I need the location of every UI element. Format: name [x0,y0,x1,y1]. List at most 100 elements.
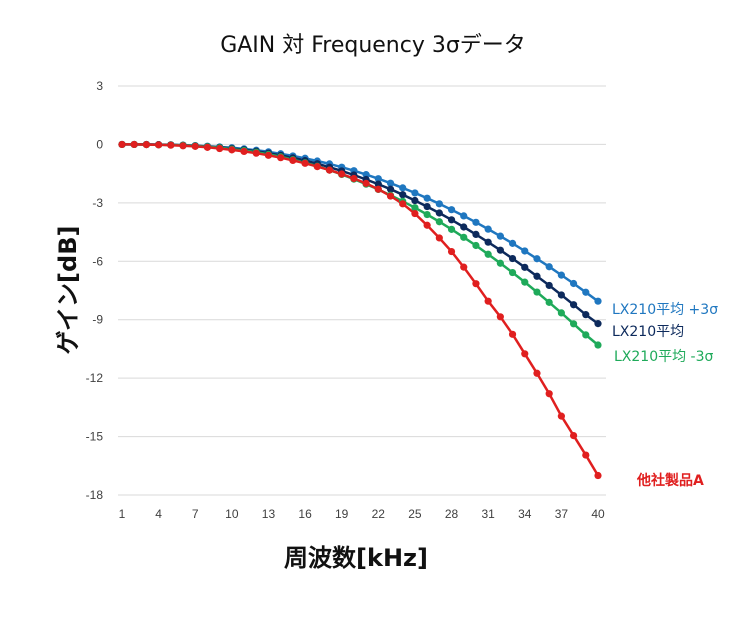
x-tick-label: 25 [408,507,422,521]
data-point-plus3sigma [496,232,504,240]
data-point-competitor-a [240,147,248,156]
data-point-competitor-a [386,192,395,200]
x-tick-label: 34 [518,507,532,521]
data-point-competitor-a [130,140,138,149]
data-point-minus3sigma [472,241,480,250]
data-point-competitor-a [594,471,602,480]
data-point-minus3sigma [508,268,517,277]
x-tick-label: 28 [445,507,459,521]
data-point-minus3sigma [435,218,443,226]
legend-label-competitor-a: 他社製品A [636,472,704,489]
x-tick-label: 1 [119,507,126,521]
data-point-competitor-a [277,154,285,162]
y-axis-title: ゲイン[dB] [54,226,82,355]
data-point-competitor-a [338,170,346,178]
data-point-plus3sigma [472,218,480,226]
y-tick-label: -15 [86,430,104,444]
data-point-competitor-a [460,263,468,271]
data-point-competitor-a [142,141,151,149]
data-point-competitor-a [179,142,187,150]
data-point-plus3sigma [594,297,602,305]
data-point-average [594,320,602,328]
data-point-average [533,272,541,280]
data-point-plus3sigma [569,279,578,288]
data-point-average [582,311,590,319]
data-point-competitor-a [423,221,431,229]
data-point-competitor-a [252,149,260,157]
y-tick-label: -3 [92,196,103,210]
data-point-plus3sigma [533,255,541,263]
grid-lines [118,85,606,496]
data-point-competitor-a [155,141,163,149]
data-point-minus3sigma [496,259,504,267]
data-point-average [411,196,419,205]
data-point-competitor-a [264,151,273,159]
data-point-plus3sigma [557,271,565,279]
y-tick-label: -6 [92,254,103,268]
series-line-minus3sigma [122,143,599,346]
data-point-competitor-a [216,144,224,153]
data-point-average [374,180,382,188]
data-point-competitor-a [289,156,297,164]
y-axis-ticks: 3 0 -3 -6 -9 -12 -15 -18 [86,79,104,502]
data-point-minus3sigma [411,204,419,212]
series-line-average [122,143,599,325]
data-point-competitor-a [521,350,529,358]
series-lines [122,143,600,477]
data-point-competitor-a [484,297,492,305]
data-point-average [569,301,578,309]
data-point-plus3sigma [484,225,492,233]
y-tick-label: -12 [86,371,104,385]
legend-label-minus3sigma: LX210平均 -3σ [614,349,714,365]
y-tick-label: 0 [96,137,103,151]
data-point-minus3sigma [447,225,456,233]
data-point-competitor-a [313,163,321,171]
chart-title: GAIN 対 Frequency 3σデータ [220,33,526,58]
series-points [118,140,602,480]
data-point-plus3sigma [545,263,553,271]
data-point-minus3sigma [533,288,541,296]
data-point-plus3sigma [435,200,443,208]
x-tick-label: 10 [225,507,239,521]
data-point-average [484,238,492,246]
series-line-competitor-a [122,143,600,477]
data-point-competitor-a [496,313,504,321]
data-point-plus3sigma [411,189,419,197]
data-point-competitor-a [362,179,370,187]
data-point-competitor-a [569,431,578,440]
data-point-minus3sigma [557,309,565,317]
x-tick-label: 31 [481,507,495,521]
x-tick-label: 16 [298,507,312,521]
data-point-average [386,185,395,193]
data-point-competitor-a [435,234,443,242]
data-point-average [460,223,468,231]
data-point-average [545,281,553,290]
x-tick-label: 37 [555,507,569,521]
data-point-competitor-a [118,140,126,149]
data-point-competitor-a [191,142,199,150]
data-point-plus3sigma [460,212,468,220]
x-tick-label: 4 [155,507,162,521]
data-point-competitor-a [472,280,480,288]
data-point-average [521,263,529,271]
x-axis-title: 周波数[kHz] [284,544,428,572]
data-point-plus3sigma [521,247,529,255]
data-point-average [557,291,565,299]
data-point-plus3sigma [582,288,590,296]
data-point-minus3sigma [594,341,602,349]
y-tick-label: -18 [86,488,104,502]
data-point-competitor-a [374,185,382,193]
y-tick-label: 3 [96,79,103,93]
data-point-competitor-a [325,166,334,174]
data-point-average [472,230,480,239]
data-point-plus3sigma [508,239,517,247]
data-point-average [508,254,517,263]
data-point-plus3sigma [447,206,456,214]
x-tick-label: 22 [372,507,386,521]
data-point-competitor-a [350,174,358,183]
data-point-minus3sigma [460,233,468,241]
legend-label-average: LX210平均 [612,324,684,340]
data-point-minus3sigma [582,331,590,339]
data-point-average [435,209,443,217]
data-point-competitor-a [411,209,419,218]
